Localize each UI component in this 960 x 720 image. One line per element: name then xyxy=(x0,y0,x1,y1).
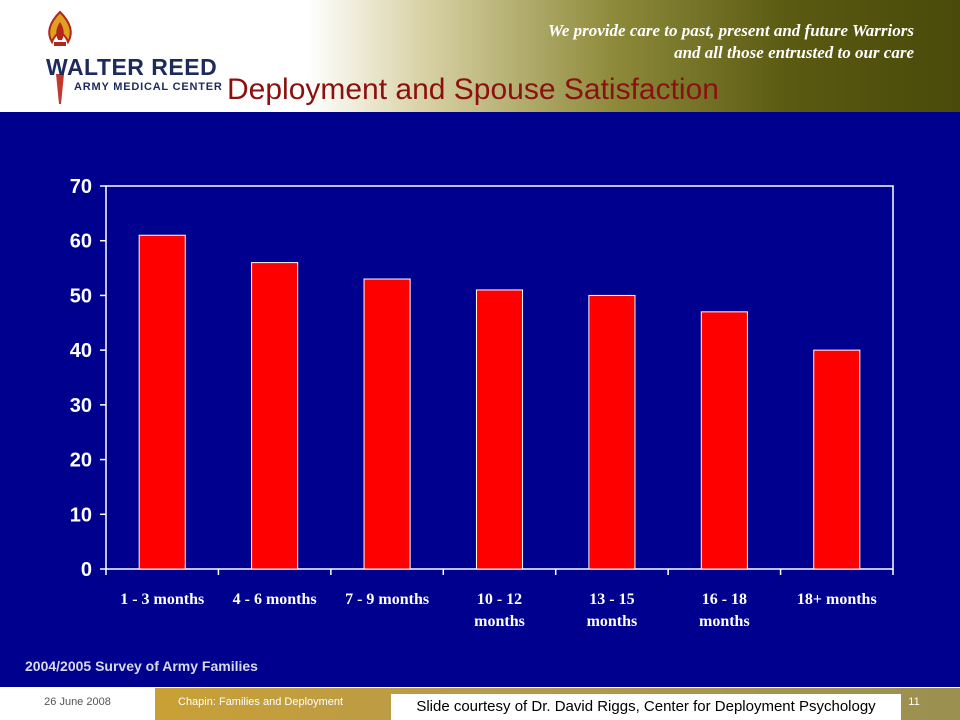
tagline-line-2: and all those entrusted to our care xyxy=(674,43,914,62)
logo-wordmark: WALTER REED xyxy=(46,54,218,80)
x-category-label: months xyxy=(474,613,525,630)
x-category-label: 10 - 12 xyxy=(477,591,522,608)
chart-panel: 0 10 20 30 40 50 60 70 1 - 3 months 4 - 6 months 7… xyxy=(0,112,960,687)
bar xyxy=(813,349,861,570)
x-category-label: 18+ months xyxy=(797,591,877,608)
logo-subtitle: ARMY MEDICAL CENTER xyxy=(74,81,223,93)
x-category-label: 13 - 15 xyxy=(589,591,634,608)
x-category-label: 16 - 18 xyxy=(702,591,747,608)
y-tick-label: 60 xyxy=(70,231,92,253)
tagline-line-1: We provide care to past, present and fut… xyxy=(548,21,914,40)
x-category-label: 1 - 3 months xyxy=(120,591,204,608)
y-tick-label: 0 xyxy=(81,559,92,581)
page-number: 11 xyxy=(908,696,920,708)
y-tick-label: 20 xyxy=(70,450,92,472)
bar xyxy=(138,234,186,570)
y-tick-label: 10 xyxy=(70,504,92,526)
x-category-label: 4 - 6 months xyxy=(233,591,317,608)
bar xyxy=(363,278,411,570)
footer-credit: Slide courtesy of Dr. David Riggs, Cente… xyxy=(391,694,901,720)
y-tick-label: 30 xyxy=(70,395,92,417)
y-tick-label: 40 xyxy=(70,340,92,362)
bar xyxy=(588,294,636,570)
bar xyxy=(700,311,748,570)
y-tick-label: 70 xyxy=(70,176,92,198)
bar xyxy=(251,262,299,570)
x-category-label: 7 - 9 months xyxy=(345,591,429,608)
source-note: 2004/2005 Survey of Army Families xyxy=(25,658,258,674)
footer-presentation-title: Chapin: Families and Deployment xyxy=(178,696,344,708)
footer-date: 26 June 2008 xyxy=(0,688,155,720)
torch-icon xyxy=(48,10,72,104)
y-tick-label: 50 xyxy=(70,285,92,307)
x-category-label: months xyxy=(587,613,638,630)
bar xyxy=(475,289,524,570)
slide-header: WALTER REED ARMY MEDICAL CENTER We provi… xyxy=(0,0,960,112)
slide-title: Deployment and Spouse Satisfaction xyxy=(227,73,719,106)
walter-reed-logo: WALTER REED ARMY MEDICAL CENTER xyxy=(40,8,230,108)
x-category-label: months xyxy=(699,613,750,630)
bar-chart: 0 10 20 30 40 50 60 70 1 - 3 months 4 - 6 months 7… xyxy=(70,176,894,630)
tagline: We provide care to past, present and fut… xyxy=(548,20,914,64)
